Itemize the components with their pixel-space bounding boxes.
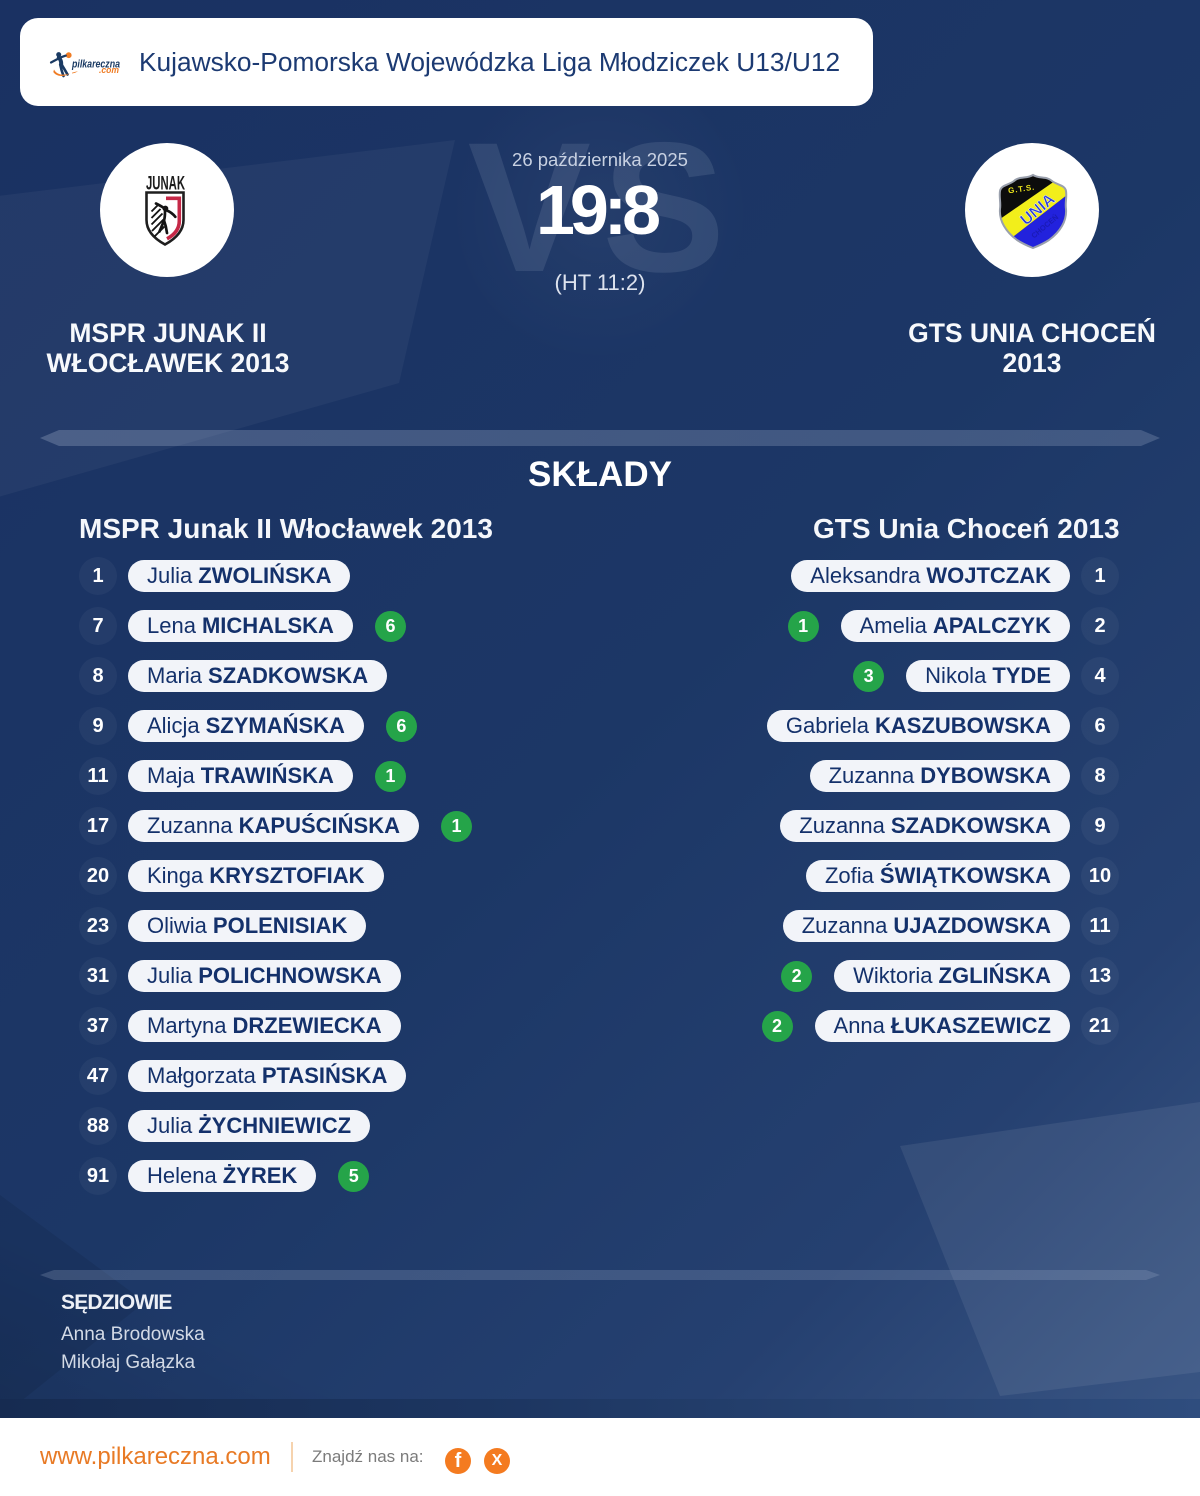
svg-text:pilkareczna: pilkareczna	[71, 58, 120, 70]
svg-text:.com: .com	[99, 65, 119, 76]
svg-text:G.T.S.: G.T.S.	[1008, 183, 1036, 196]
svg-text:JUNAK: JUNAK	[146, 174, 185, 195]
